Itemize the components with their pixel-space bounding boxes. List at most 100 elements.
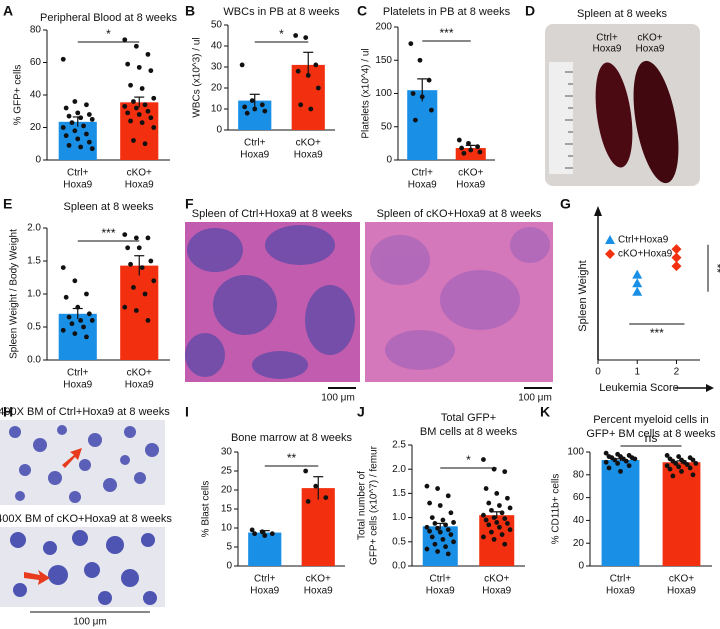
data-point	[84, 102, 89, 108]
y-tick-label: 20	[30, 122, 42, 133]
data-point	[89, 146, 95, 152]
data-point	[667, 466, 673, 472]
data-point	[81, 324, 86, 330]
data-point	[81, 123, 86, 129]
data-point	[427, 528, 433, 534]
spleen-photo: D Spleen at 8 weeks Ctrl+ Hoxa9 cKO+ Hox…	[525, 3, 700, 186]
y-tick-label: 2.0	[27, 223, 41, 234]
y-axis-label: % CD11b+ cells	[551, 474, 562, 545]
data-point	[151, 278, 157, 284]
data-point	[486, 500, 492, 506]
data-point	[491, 536, 497, 542]
bar	[662, 462, 701, 566]
infiltrate	[370, 227, 550, 370]
data-point	[78, 318, 84, 323]
photo-label: Hoxa9	[593, 44, 622, 55]
marker	[671, 261, 682, 272]
scale-label: 100 μm	[321, 393, 355, 404]
data-point	[445, 527, 451, 533]
data-point	[417, 57, 423, 63]
data-point	[429, 534, 435, 540]
data-point	[145, 318, 151, 323]
data-point	[459, 145, 465, 151]
y-axis-label: Spleen Weight / Body Weight	[9, 229, 20, 359]
significance-label: ns	[645, 431, 658, 445]
data-point	[131, 99, 136, 104]
x-axis-label: Leukemia Score	[599, 382, 679, 394]
y-tick-label: 1.5	[27, 256, 41, 267]
marker	[671, 252, 682, 263]
data-point	[84, 334, 89, 340]
data-point	[125, 61, 131, 67]
y-tick-label: 0	[226, 561, 232, 572]
x-tick-label: Hoxa9	[125, 380, 154, 391]
y-tick-label: 40	[573, 515, 585, 526]
data-point	[443, 522, 448, 528]
legend-marker	[605, 235, 615, 244]
data-point	[435, 525, 440, 531]
panel-letter: C	[357, 3, 367, 19]
data-point	[690, 472, 696, 478]
image-title: Spleen of cKO+Hoxa9 at 8 weeks	[377, 208, 542, 220]
y-tick-label: 200	[375, 22, 392, 33]
significance-label: ***	[439, 26, 453, 40]
data-point	[502, 541, 508, 547]
legend-label: cKO+Hoxa9	[618, 249, 673, 260]
scale-label: 100 μm	[73, 617, 107, 628]
y-tick-label: 0	[578, 561, 584, 572]
data-point	[502, 469, 508, 475]
significance-label: *	[466, 453, 471, 467]
data-point	[148, 258, 154, 264]
ruler	[549, 62, 573, 174]
data-point	[486, 522, 492, 528]
data-point	[432, 541, 438, 547]
data-point	[424, 546, 430, 552]
panel-letter: G	[560, 196, 571, 212]
significance-label: ***	[650, 326, 664, 340]
x-tick-label: cKO+	[296, 138, 321, 149]
y-tick-label: 25	[221, 466, 233, 477]
data-point	[66, 113, 72, 119]
panel-letter: A	[3, 3, 13, 19]
data-point	[603, 459, 609, 465]
y-axis-label: GFP+ cells (x10^7) / femur	[369, 445, 380, 565]
data-point	[305, 499, 311, 504]
x-tick-label: Hoxa9	[63, 180, 92, 191]
spleen-ctrl	[595, 62, 633, 168]
data-point	[419, 94, 425, 100]
axis-arrow	[706, 384, 714, 392]
chart-title: Percent myeloid cells in	[593, 414, 709, 426]
y-tick-label: 40	[211, 41, 223, 52]
data-point	[142, 141, 148, 147]
data-point	[136, 112, 142, 117]
data-point	[445, 551, 451, 557]
data-point	[122, 232, 128, 238]
data-point	[435, 549, 440, 554]
data-point	[481, 512, 486, 518]
data-point	[139, 86, 145, 91]
y-tick-label: 100	[567, 447, 584, 458]
panel-letter: K	[540, 404, 550, 420]
data-point	[606, 465, 612, 471]
panel-letter: F	[185, 196, 194, 212]
cytology: H 400X BM of Ctrl+Hoxa9 at 8 weeks 400X …	[0, 404, 172, 628]
data-point	[481, 457, 486, 462]
significance-label: ***	[101, 226, 115, 240]
data-point	[133, 235, 139, 241]
data-point	[615, 461, 621, 466]
x-tick-label: cKO+	[484, 574, 509, 585]
data-point	[125, 245, 131, 251]
data-point	[142, 291, 148, 297]
photo-label: Ctrl+	[596, 33, 618, 44]
x-tick-label: Hoxa9	[125, 180, 154, 191]
data-point	[429, 515, 435, 520]
x-tick-label: Ctrl+	[430, 574, 452, 585]
bar	[120, 102, 159, 160]
y-tick-label: 50	[211, 20, 223, 31]
data-point	[687, 465, 693, 471]
data-point	[483, 486, 489, 491]
photo-label: cKO+	[637, 33, 662, 44]
data-point	[673, 461, 679, 466]
x-tick-label: Hoxa9	[426, 586, 455, 597]
image-title: 400X BM of Ctrl+Hoxa9 at 8 weeks	[0, 406, 170, 418]
